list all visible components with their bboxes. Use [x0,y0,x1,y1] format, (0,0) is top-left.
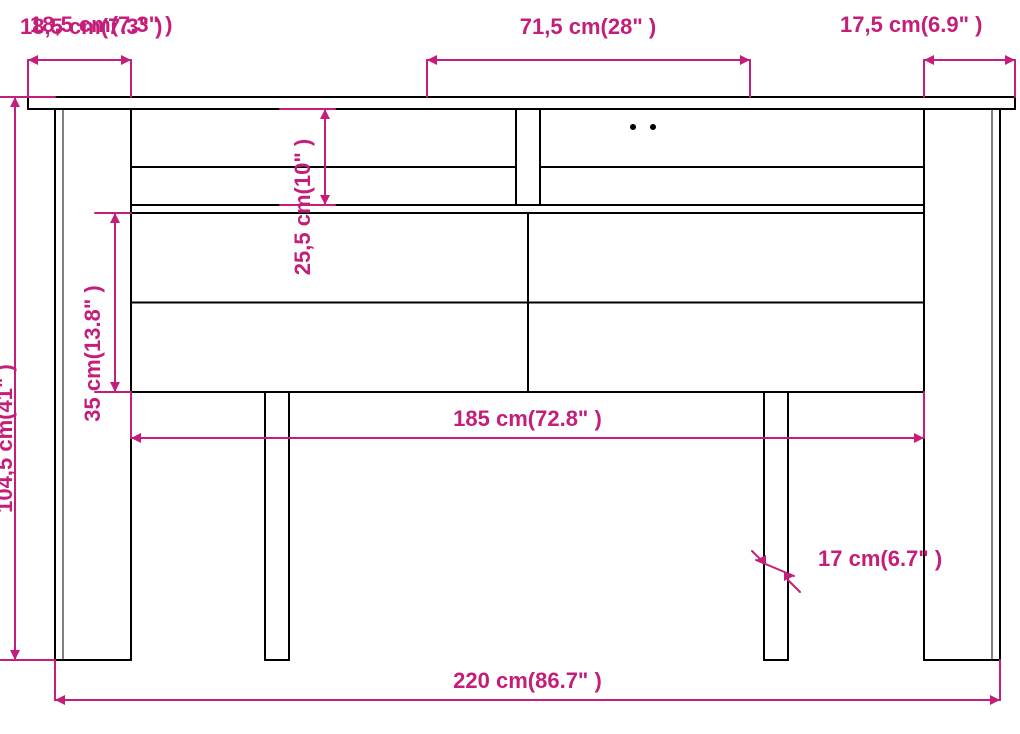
svg-text:17,5 cm(6.9" ): 17,5 cm(6.9" ) [840,12,983,37]
svg-text:25,5 cm(10" ): 25,5 cm(10" ) [290,139,315,275]
svg-text:17 cm(6.7" ): 17 cm(6.7" ) [818,546,942,571]
svg-text:35 cm(13.8" ): 35 cm(13.8" ) [80,285,105,421]
svg-text:220 cm(86.7" ): 220 cm(86.7" ) [453,668,602,693]
svg-text:185 cm(72.8" ): 185 cm(72.8" ) [453,406,602,431]
svg-text:104,5 cm(41" ): 104,5 cm(41" ) [0,364,17,513]
svg-text:71,5 cm(28" ): 71,5 cm(28" ) [520,14,656,39]
svg-text:18,5 cm(7.3" ): 18,5 cm(7.3" ) [30,12,173,37]
